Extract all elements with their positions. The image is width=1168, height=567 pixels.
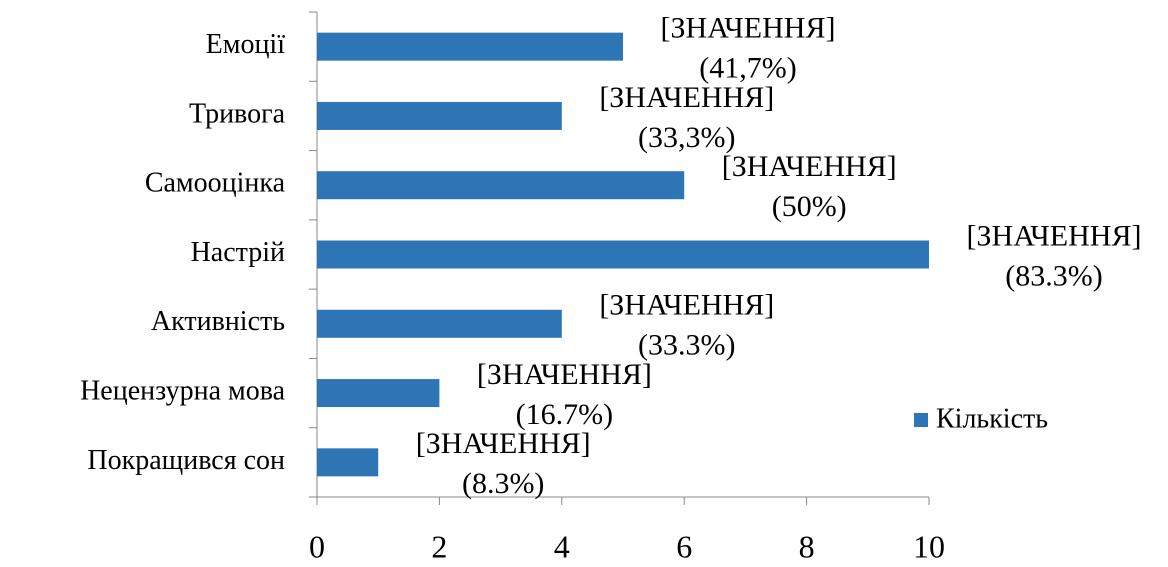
bar: [317, 32, 623, 61]
y-tick-label: Покращився сон: [87, 445, 285, 476]
x-tick-label: 8: [799, 528, 815, 564]
x-tick-label: 6: [676, 528, 692, 564]
y-tick-label: Самооцінка: [145, 168, 286, 199]
data-label-percent: (50%): [772, 190, 847, 223]
legend-label: Кількість: [936, 403, 1048, 434]
bar: [317, 171, 685, 200]
legend-swatch: [914, 413, 928, 427]
data-label-percent: (33.3%): [638, 329, 735, 362]
data-label: [ЗНАЧЕННЯ]: [477, 358, 652, 391]
y-tick-label: Активність: [151, 306, 285, 337]
bar: [317, 379, 440, 408]
bar: [317, 101, 562, 130]
data-label: [ЗНАЧЕННЯ]: [599, 81, 774, 114]
bar: [317, 448, 379, 477]
data-label-percent: (8.3%): [462, 467, 544, 500]
x-tick-label: 0: [309, 528, 325, 564]
x-tick-label: 4: [554, 528, 570, 564]
data-label: [ЗНАЧЕННЯ]: [967, 219, 1142, 252]
data-label-percent: (83.3%): [1005, 259, 1102, 292]
y-tick-label: Емоції: [206, 29, 286, 60]
data-label-percent: (41,7%): [699, 52, 796, 85]
y-tick-label: Нецензурна мова: [80, 375, 286, 406]
bar: [317, 309, 562, 338]
bar: [317, 240, 929, 269]
data-label: [ЗНАЧЕННЯ]: [722, 150, 897, 183]
x-tick-label: 10: [913, 528, 945, 564]
y-tick-label: Настрій: [191, 237, 285, 268]
data-label-percent: (16.7%): [516, 398, 613, 431]
data-label: [ЗНАЧЕННЯ]: [661, 12, 836, 45]
data-label: [ЗНАЧЕННЯ]: [416, 427, 591, 460]
data-label-percent: (33,3%): [638, 121, 735, 154]
data-label: [ЗНАЧЕННЯ]: [599, 289, 774, 322]
y-tick-label: Тривога: [189, 98, 286, 129]
x-tick-label: 2: [431, 528, 447, 564]
